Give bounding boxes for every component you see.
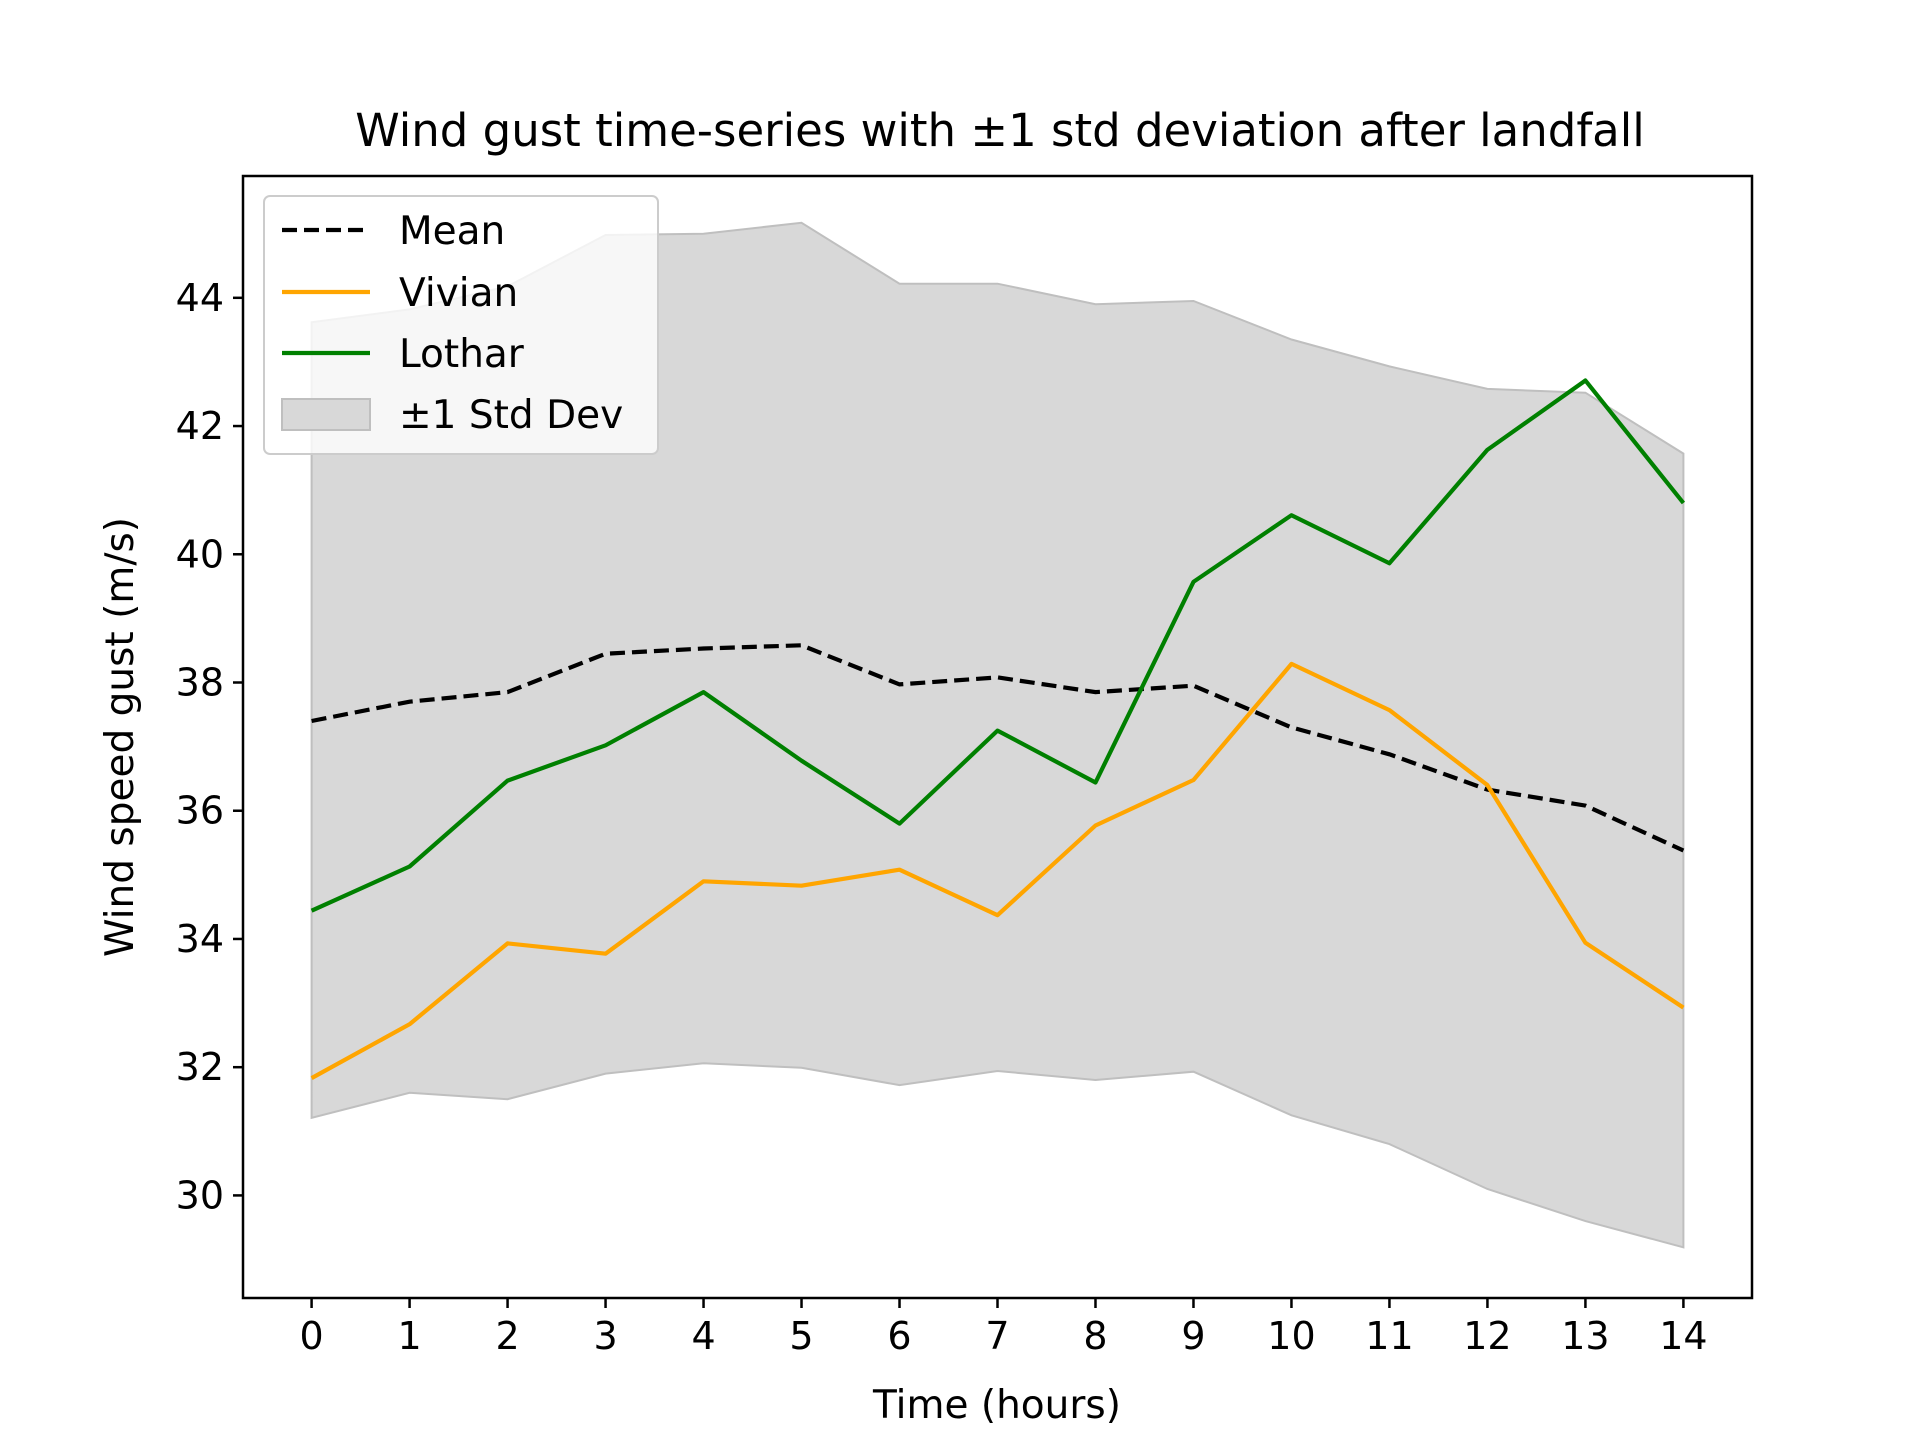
x-tick-label: 3: [593, 1314, 617, 1358]
y-tick-label: 44: [176, 276, 224, 320]
y-axis: 30 32 34 36 38 40 42 44: [176, 276, 243, 1217]
x-tick-label: 12: [1463, 1314, 1511, 1358]
x-tick-label: 4: [691, 1314, 715, 1358]
x-tick-label: 0: [299, 1314, 323, 1358]
x-tick-label: 9: [1181, 1314, 1205, 1358]
legend-vivian-label: Vivian: [399, 271, 518, 316]
x-tick-label: 13: [1561, 1314, 1609, 1358]
legend-band-swatch: [281, 398, 371, 431]
lothar-line: [310, 378, 1686, 913]
y-tick-label: 38: [176, 661, 224, 705]
legend-mean-label: Mean: [399, 209, 505, 254]
y-tick-label: 36: [176, 789, 224, 833]
x-axis-label: Time (hours): [872, 1383, 1121, 1428]
plot-area: [310, 221, 1686, 1249]
std-dev-band: [310, 221, 1685, 1249]
x-tick-label: 8: [1083, 1314, 1107, 1358]
x-tick-label: 10: [1267, 1314, 1315, 1358]
x-tick-label: 11: [1365, 1314, 1413, 1358]
x-tick-label: 6: [887, 1314, 911, 1358]
y-tick-label: 40: [176, 532, 224, 576]
legend-frame: [263, 195, 659, 455]
x-tick-label: 14: [1659, 1314, 1707, 1358]
x-tick-label: 2: [495, 1314, 519, 1358]
y-tick-label: 32: [176, 1045, 224, 1089]
legend-lothar-label: Lothar: [399, 332, 525, 377]
vivian-line: [310, 661, 1685, 1080]
x-tick-label: 7: [985, 1314, 1009, 1358]
chart-title: Wind gust time-series with ±1 std deviat…: [355, 104, 1645, 157]
y-tick-label: 34: [176, 917, 224, 961]
x-tick-label: 5: [789, 1314, 813, 1358]
y-axis-label: Wind speed gust (m/s): [98, 517, 143, 957]
y-tick-label: 30: [176, 1173, 224, 1217]
x-axis: 0 1 2 3 4 5 6 7 8 9 10 11 12 13 14: [299, 1298, 1708, 1358]
mean-line: [311, 643, 1685, 853]
y-tick-label: 42: [176, 404, 224, 448]
x-tick-label: 1: [397, 1314, 421, 1358]
legend: Mean Vivian Lothar ±1 Std Dev: [263, 195, 659, 455]
legend-band-label: ±1 Std Dev: [399, 393, 623, 438]
